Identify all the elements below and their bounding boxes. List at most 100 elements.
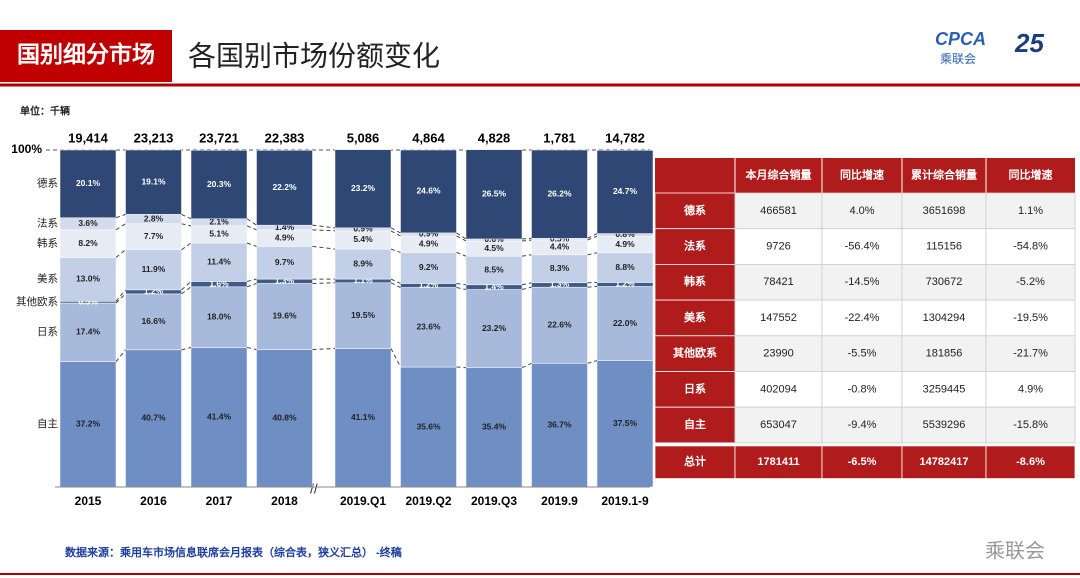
table-header: 本月综合销量 (746, 167, 812, 181)
connector (115, 223, 126, 231)
table-text: -21.7% (1013, 348, 1048, 360)
connector (456, 251, 467, 257)
total-label: 23,721 (199, 130, 239, 145)
total-label: 14,782 (605, 130, 645, 145)
x-tick-label: 2019.1-9 (601, 494, 649, 508)
table-cell (734, 299, 823, 337)
table-cell (901, 371, 987, 408)
value-label: 9.7% (275, 257, 295, 267)
value-label: 4.9% (419, 238, 439, 248)
table-text: 1781411 (757, 456, 799, 468)
connector (521, 239, 532, 242)
connector (587, 285, 598, 288)
bar-segment (125, 349, 182, 488)
table-text: 总计 (684, 454, 706, 468)
table-text: -0.8% (848, 383, 877, 395)
table-cell (901, 445, 987, 479)
table-text: -9.4% (848, 419, 877, 431)
value-label: 26.5% (482, 189, 507, 199)
legend-label: 其他欧系 (16, 295, 58, 308)
connector (181, 281, 192, 291)
connector (521, 237, 532, 240)
table-text: 4.9% (1018, 383, 1043, 395)
table-cell (821, 406, 903, 444)
table-cell (985, 335, 1076, 372)
value-label: 8.9% (353, 258, 373, 268)
table-text: 115156 (926, 240, 962, 252)
value-label: 1.2% (419, 280, 439, 290)
table-text: -56.4% (845, 240, 880, 252)
watermark: 乘联会 (985, 539, 1045, 562)
table-text: -14.5% (845, 276, 880, 288)
table-text: -19.5% (1013, 312, 1048, 324)
connector (181, 242, 192, 251)
bar-segment (190, 347, 248, 488)
table-cell (654, 263, 736, 301)
table-text: 韩系 (684, 274, 706, 288)
value-label: 4.9% (615, 239, 635, 249)
bar-segment (59, 302, 117, 362)
connector (521, 286, 532, 291)
bar-segment (125, 223, 182, 251)
connector (181, 223, 192, 227)
table-text: 美系 (684, 310, 706, 324)
table-text: 181856 (926, 348, 963, 360)
value-label: 8.5% (484, 265, 504, 275)
legend-label: 日系 (37, 326, 58, 338)
value-label: 1.4% (275, 222, 295, 232)
table-cell (821, 228, 903, 265)
connector (390, 248, 401, 253)
value-label: 23.6% (416, 322, 441, 332)
value-label: 0.9% (353, 224, 373, 234)
bar-segment (400, 149, 457, 234)
table-text: 730672 (926, 276, 963, 288)
table-text: 德系 (683, 203, 706, 217)
value-label: 0.8% (615, 229, 635, 239)
bar-segment (190, 150, 248, 219)
legend-label: 法系 (37, 217, 58, 230)
total-label: 5,086 (347, 130, 380, 145)
table-cell (654, 299, 736, 337)
table-cell (654, 192, 736, 230)
value-label: 0.9% (419, 229, 439, 239)
connector (390, 278, 401, 284)
table-text: -6.5% (848, 456, 877, 468)
table-header: 累计综合销量 (911, 167, 977, 181)
bar-segment (334, 282, 392, 349)
table-text: -5.2% (1016, 276, 1045, 288)
value-label: 8.2% (78, 238, 98, 248)
connector (587, 360, 598, 364)
connector (521, 362, 532, 369)
connector (390, 282, 401, 288)
value-label: 41.4% (207, 411, 232, 421)
x-tick-label: 2016 (140, 494, 167, 508)
tag-box (0, 30, 172, 82)
value-label: 8.8% (615, 262, 635, 272)
table-text: 23990 (763, 348, 794, 360)
connector (312, 282, 336, 284)
table-text: 14782417 (920, 456, 969, 468)
connector (456, 282, 467, 286)
connector (312, 347, 336, 351)
table-text: 78421 (763, 276, 794, 288)
x-tick-label: 2015 (75, 494, 102, 508)
value-label: 2.1% (209, 217, 229, 227)
title: 各国别市场份额变化 (188, 40, 440, 71)
table-text: -22.4% (845, 312, 880, 324)
value-label: 41.1% (351, 412, 376, 422)
value-label: 22.6% (547, 319, 572, 329)
source: 数据来源：乘用车市场信息联席会月报表（综合表，狭义汇总） -终稿 (65, 545, 402, 559)
bar-segment (465, 149, 523, 240)
connector (115, 293, 126, 304)
value-label: 37.5% (613, 418, 638, 428)
value-label: 20.1% (76, 178, 101, 188)
total-label: 23,213 (134, 130, 174, 145)
connector (390, 348, 401, 368)
value-label: 23.2% (482, 323, 507, 333)
bar-segment (465, 289, 523, 368)
bar-segment (59, 229, 117, 258)
value-label: 18.0% (207, 311, 232, 321)
bar-segment (334, 149, 392, 229)
anniv: 25 (1014, 28, 1044, 58)
